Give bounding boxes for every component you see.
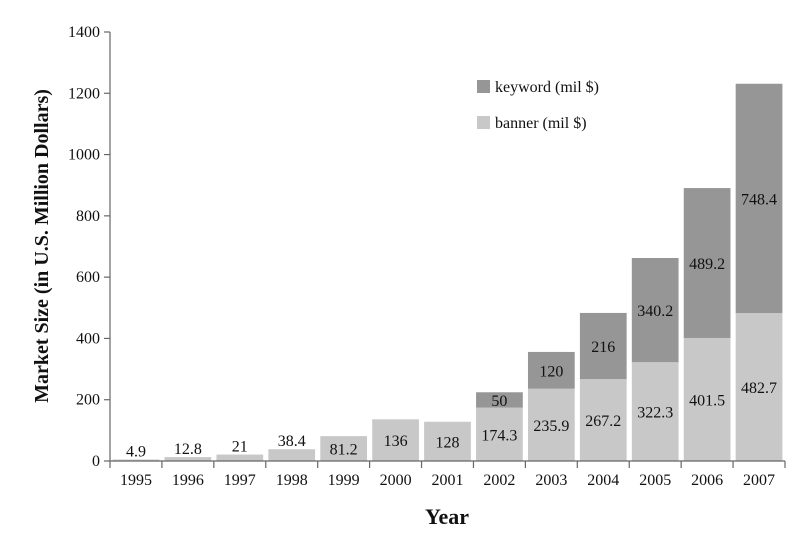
- x-tick-label: 2007: [743, 472, 775, 489]
- bar-banner-2000: [372, 419, 419, 461]
- bar-banner-1999: [320, 436, 368, 461]
- x-tick-label: 1999: [328, 472, 360, 489]
- y-tick-label: 1200: [68, 85, 100, 102]
- bar-banner-1996: [164, 457, 212, 461]
- bar-keyword-2006: [683, 188, 731, 338]
- x-tick-label: 2005: [639, 472, 671, 489]
- bar-banner-1997: [216, 454, 264, 461]
- bar-banner-2002: [476, 407, 523, 461]
- y-tick-label: 0: [92, 453, 100, 470]
- bar-banner-2003: [527, 388, 575, 461]
- data-label-banner-1995: 4.9: [126, 443, 146, 460]
- bar-keyword-2002: [476, 392, 523, 408]
- x-tick-label: 2003: [535, 472, 567, 489]
- data-label-keyword-2004: 216: [591, 339, 615, 356]
- legend-swatch-banner: [477, 116, 490, 129]
- data-label-keyword-2007: 748.4: [741, 191, 777, 208]
- data-label-banner-1996: 12.8: [174, 441, 202, 458]
- y-axis-title: Market Size (in U.S. Million Dollars): [31, 89, 53, 403]
- bar-banner-1998: [268, 449, 316, 461]
- data-label-keyword-2005: 340.2: [637, 303, 673, 320]
- data-label-banner-1999: 81.2: [330, 442, 358, 459]
- data-label-banner-2007: 482.7: [741, 380, 777, 397]
- x-tick-label: 2001: [432, 472, 464, 489]
- legend-label-keyword: keyword (mil $): [495, 79, 599, 96]
- x-tick-label: 1995: [120, 472, 152, 489]
- data-label-banner-2005: 322.3: [637, 405, 673, 422]
- y-tick-label: 600: [76, 269, 100, 286]
- y-tick-label: 1000: [68, 147, 100, 164]
- data-label-banner-1997: 21: [232, 439, 248, 456]
- data-label-banner-1998: 38.4: [278, 433, 306, 450]
- bar-banner-2004: [579, 379, 627, 461]
- bar-keyword-2005: [631, 257, 679, 363]
- bar-banner-2006: [683, 337, 731, 461]
- x-tick-label: 2000: [380, 472, 412, 489]
- bar-keyword-2004: [579, 312, 627, 380]
- data-label-banner-2001: 128: [436, 434, 460, 451]
- bar-keyword-2007: [735, 83, 783, 314]
- x-tick-label: 2002: [483, 472, 515, 489]
- bar-banner-2001: [424, 421, 471, 461]
- data-label-banner-2004: 267.2: [585, 413, 621, 430]
- bar-keyword-2003: [527, 351, 575, 389]
- x-axis-ticks: 1995 1996 1997 1998 1999 2000 2001 2002 2003 2004…: [109, 461, 786, 489]
- y-tick-label: 400: [76, 330, 100, 347]
- bar-banner-2005: [631, 362, 679, 461]
- legend-swatch-keyword: [477, 80, 490, 93]
- x-tick-label: 2006: [691, 472, 723, 489]
- x-tick-label: 1998: [276, 472, 308, 489]
- y-axis-ticks: 0 200 400 600 800 1000 1200 1400: [68, 24, 110, 470]
- x-tick-label: 1996: [172, 472, 204, 489]
- y-tick-label: 1400: [68, 24, 100, 41]
- y-tick-label: 200: [76, 392, 100, 409]
- bar-banner-1995: [112, 459, 160, 461]
- data-label-keyword-2003: 120: [539, 363, 563, 380]
- legend: keyword (mil $) banner (mil $): [477, 79, 599, 132]
- data-label-banner-2002: 174.3: [481, 427, 517, 444]
- y-tick-label: 800: [76, 208, 100, 225]
- data-label-banner-2006: 401.5: [689, 392, 725, 409]
- data-label-keyword-2002: 50: [491, 393, 507, 410]
- data-label-banner-2003: 235.9: [533, 418, 569, 435]
- data-labels-layer: 4.9 12.8 21 38.4 81.2 136 128 174.3 50 235.9 120 26…: [126, 191, 777, 460]
- x-axis-title: Year: [425, 504, 469, 529]
- bar-banner-2007: [735, 313, 783, 461]
- data-label-keyword-2006: 489.2: [689, 256, 725, 273]
- x-tick-label: 2004: [587, 472, 619, 489]
- x-tick-label: 1997: [224, 472, 256, 489]
- bars-layer: [112, 83, 783, 461]
- data-label-banner-2000: 136: [384, 433, 408, 450]
- legend-label-banner: banner (mil $): [495, 115, 587, 132]
